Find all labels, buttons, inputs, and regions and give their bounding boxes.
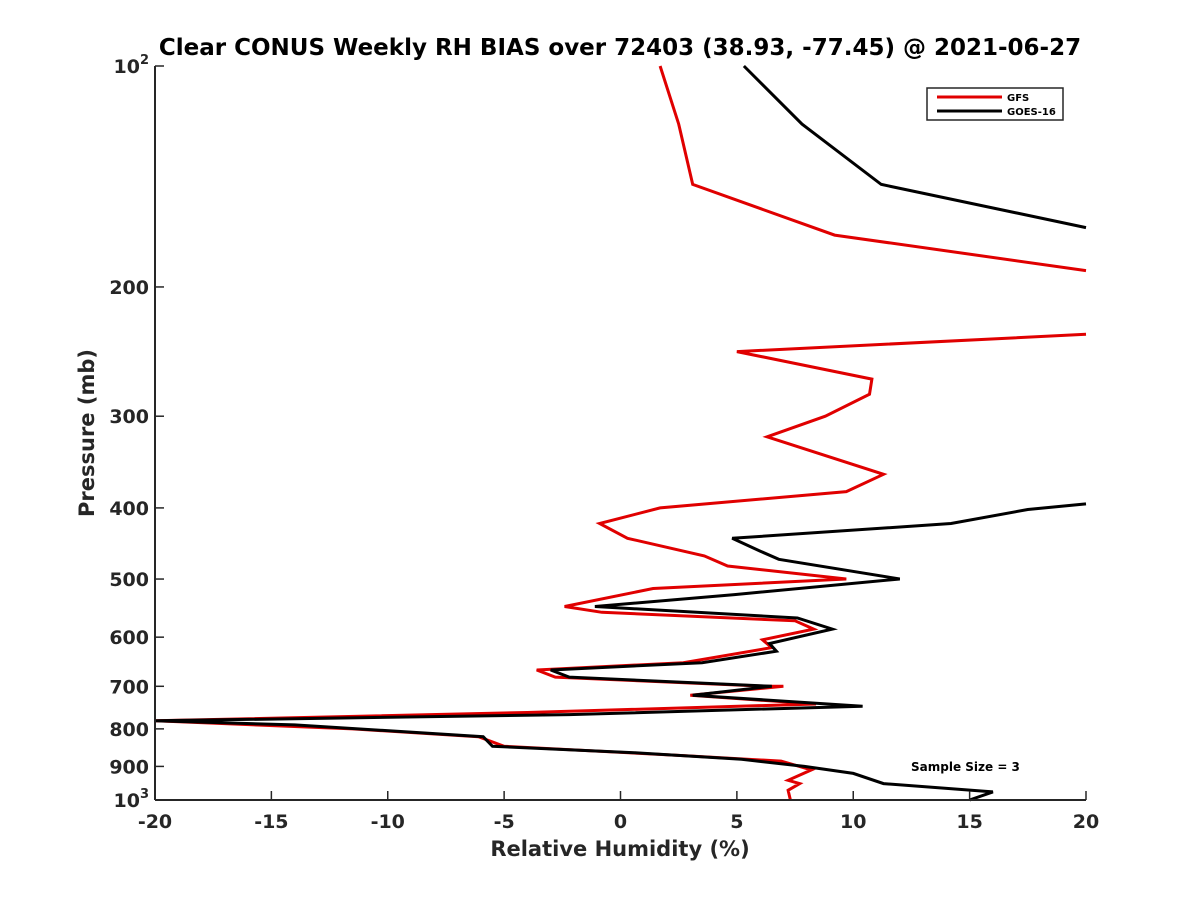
y-tick-base: 700 [109, 676, 149, 698]
y-tick-base: 900 [109, 756, 149, 778]
y-tick-base: 600 [109, 627, 149, 649]
legend: GFS GOES-16 [926, 87, 1064, 121]
x-tick-label: -15 [254, 811, 288, 833]
y-tick-base: 500 [109, 569, 149, 591]
y-tick-label: 300 [109, 406, 149, 428]
y-tick-label: 700 [109, 676, 149, 698]
y-tick-exponent: 2 [140, 53, 149, 68]
series-layer [154, 64, 1087, 802]
y-tick-base: 10 [114, 790, 140, 812]
y-tick-label: 103 [114, 787, 150, 812]
y-axis-label: Pressure (mb) [75, 349, 99, 517]
series-line-goes-16 [154, 64, 1087, 802]
x-tick-label: 10 [840, 811, 866, 833]
legend-label: GFS [1007, 93, 1029, 104]
y-tick-exponent: 3 [140, 787, 149, 802]
y-tick-label: 800 [109, 719, 149, 741]
y-tick-label: 102 [114, 53, 150, 78]
x-axis-label: Relative Humidity (%) [490, 837, 749, 861]
x-tick-label: -5 [494, 811, 515, 833]
x-ticks: -20 -15 -10 -5 0 5 10 15 20 [138, 791, 1099, 833]
y-tick-label: 400 [109, 498, 149, 520]
legend-label: GOES-16 [1007, 107, 1056, 118]
x-tick-label: 15 [956, 811, 982, 833]
y-tick-base: 400 [109, 498, 149, 520]
plot-area: -20 -15 -10 -5 0 5 10 15 20 10220030040050060070… [109, 53, 1099, 833]
y-tick-label: 600 [109, 627, 149, 649]
y-tick-base: 300 [109, 406, 149, 428]
y-tick-base: 800 [109, 719, 149, 741]
y-tick-label: 900 [109, 756, 149, 778]
y-tick-base: 10 [114, 56, 140, 78]
y-tick-label: 200 [109, 277, 149, 299]
x-tick-label: -20 [138, 811, 172, 833]
series-line-gfs [154, 65, 1087, 801]
x-tick-label: 20 [1073, 811, 1099, 833]
legend-box [926, 87, 1064, 121]
y-tick-base: 200 [109, 277, 149, 299]
sample-size-annotation: Sample Size = 3 [911, 760, 1020, 774]
x-tick-label: 0 [614, 811, 627, 833]
x-tick-label: -10 [371, 811, 405, 833]
x-tick-label: 5 [730, 811, 743, 833]
y-tick-label: 500 [109, 569, 149, 591]
chart-title: Clear CONUS Weekly RH BIAS over 72403 (3… [159, 35, 1081, 61]
